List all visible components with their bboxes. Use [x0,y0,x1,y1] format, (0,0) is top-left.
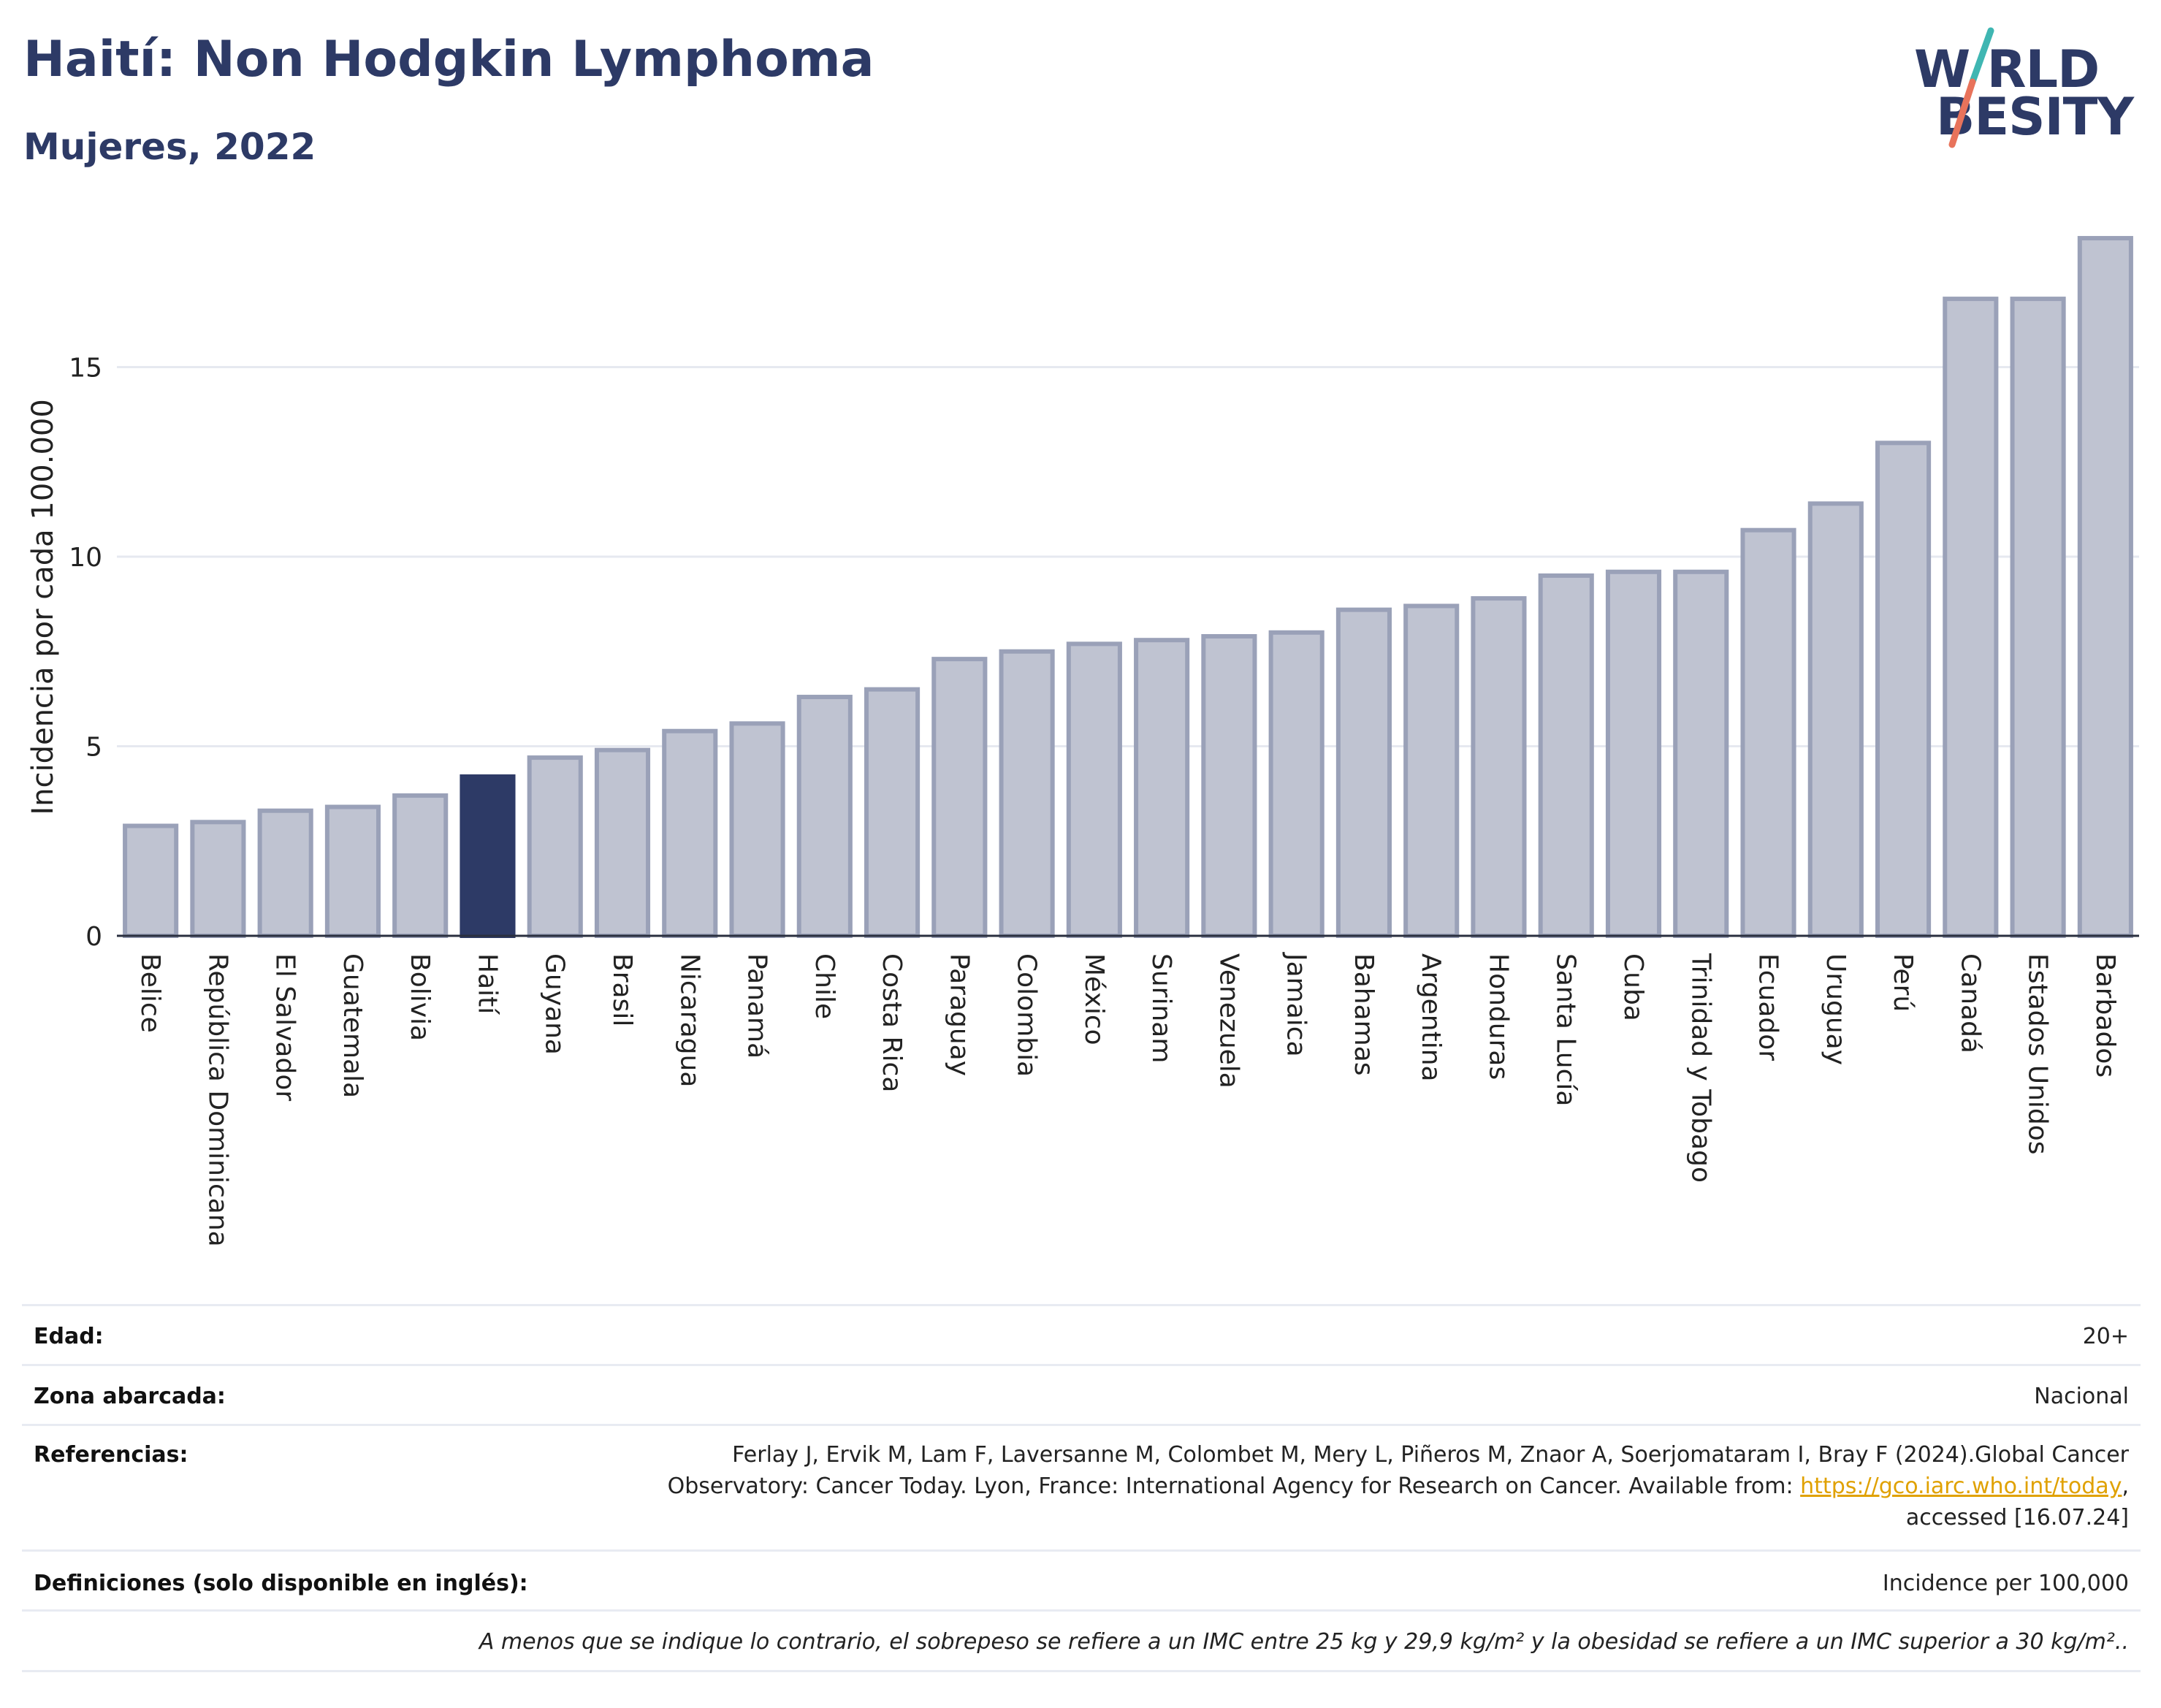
bar [1943,297,1999,938]
bar [796,695,853,939]
bar [1134,638,1190,938]
x-tick-label: Jamaica [1281,952,1311,1057]
definitions-value: Incidence per 100,000 [1882,1571,2129,1596]
references-value: Ferlay J, Ervik M, Lam F, Laversanne M, … [668,1439,2129,1533]
bar [123,823,179,938]
bar [392,793,449,938]
bar [1807,501,1864,938]
x-tick-label: Ecuador [1753,953,1783,1061]
x-tick-label: El Salvador [270,953,300,1101]
bar [1403,603,1460,938]
y-tick-label: 5 [85,733,102,763]
bar [2010,297,2066,938]
bar [1875,441,1932,938]
x-tick-label: Estados Unidos [2023,953,2053,1155]
x-tick-label: Panamá [742,953,772,1059]
bar [1673,569,1729,938]
x-tick-label: México [1079,953,1109,1045]
x-tick-label: Paraguay [944,953,974,1076]
x-tick-label: Perú [1888,953,1918,1012]
age-label: Edad: [34,1324,104,1349]
footnote: A menos que se indique lo contrario, el … [479,1629,2129,1655]
bar [931,657,988,938]
bar [257,808,313,938]
bar [1268,630,1325,938]
y-tick-label: 10 [69,543,102,573]
references-line-1: Ferlay J, Ervik M, Lam F, Laversanne M, … [732,1442,2129,1468]
area-label: Zona abarcada: [34,1384,226,1409]
x-tick-label: Trinidad y Tobago [1685,953,1715,1183]
bar [2077,236,2133,939]
bar [190,820,246,939]
x-tick-label: Guyana [540,953,570,1055]
meta-row-footnote: A menos que se indique lo contrario, el … [22,1609,2141,1672]
x-tick-label: Barbados [2090,953,2120,1078]
x-tick-label: Bahamas [1349,953,1379,1076]
y-tick-label: 15 [69,354,102,384]
x-tick-label: Uruguay [1821,953,1851,1065]
meta-row-age: Edad: 20+ [22,1304,2141,1365]
x-tick-label: Bolivia [405,953,435,1041]
y-axis-label: Incidencia por cada 100.000 [26,399,60,815]
x-tick-label: Venezuela [1213,953,1243,1089]
x-tick-label: Colombia [1012,953,1042,1077]
references-link[interactable]: https://gco.iarc.who.int/today [1800,1473,2122,1499]
x-tick-label: Honduras [1483,953,1513,1080]
bar [460,774,516,939]
x-tick-label: Belice [135,953,165,1033]
bar [729,721,785,938]
bar [1605,569,1662,938]
x-tick-label: Argentina [1416,953,1446,1082]
x-tick-label: Chile [809,953,839,1019]
references-line-2-end: , [2122,1473,2129,1499]
bar [1471,596,1527,939]
x-tick-label: República Dominicana [202,953,232,1247]
references-line-2: Observatory: Cancer Today. Lyon, France:… [668,1471,2129,1502]
logo-line-1: W RLD [1914,39,2100,99]
chart-title: Haití: Non Hodgkin Lymphoma [23,31,874,88]
x-tick-label: Haití [472,953,502,1015]
logo-slash-icon [1948,27,1994,148]
bar [324,804,381,939]
bar [527,755,583,938]
references-line-3: accessed [16.07.24] [1905,1505,2129,1530]
references-line-2-text: Observatory: Cancer Today. Lyon, France:… [667,1473,1801,1499]
x-tick-label: Santa Lucía [1551,953,1581,1106]
y-tick-label: 0 [85,922,102,952]
bar [1740,527,1796,938]
x-tick-label: Cuba [1618,953,1648,1021]
bar [1201,633,1257,938]
bar [662,728,718,938]
chart-subtitle: Mujeres, 2022 [23,126,316,168]
bar [1335,607,1392,938]
x-tick-label: Canadá [1955,953,1985,1053]
bar [1538,573,1594,938]
bar [864,687,921,939]
definitions-label: Definiciones (solo disponible en inglés)… [34,1571,528,1596]
meta-row-definitions: Definiciones (solo disponible en inglés)… [22,1549,2141,1610]
bar [594,747,651,938]
world-obesity-logo: W RLD BESITY [1907,15,2148,161]
age-value: 20+ [2082,1324,2129,1349]
x-tick-label: Costa Rica [877,953,907,1092]
x-tick-label: Nicaragua [674,953,704,1087]
meta-row-area: Zona abarcada: Nacional [22,1364,2141,1425]
metadata-table: Edad: 20+ Zona abarcada: Nacional Refere… [22,1304,2141,1684]
x-tick-label: Brasil [607,953,637,1026]
x-tick-label: Guatemala [338,953,367,1098]
meta-row-references: Referencias: Ferlay J, Ervik M, Lam F, L… [22,1424,2141,1550]
bar [999,649,1055,938]
x-tick-label: Surinam [1146,953,1176,1063]
bar-chart: 0 5 10 15 Incidencia por cada 100.000 Belice R… [26,236,2139,1247]
area-value: Nacional [2034,1384,2129,1409]
references-label: Referencias: [34,1442,188,1468]
bar [1066,641,1122,938]
